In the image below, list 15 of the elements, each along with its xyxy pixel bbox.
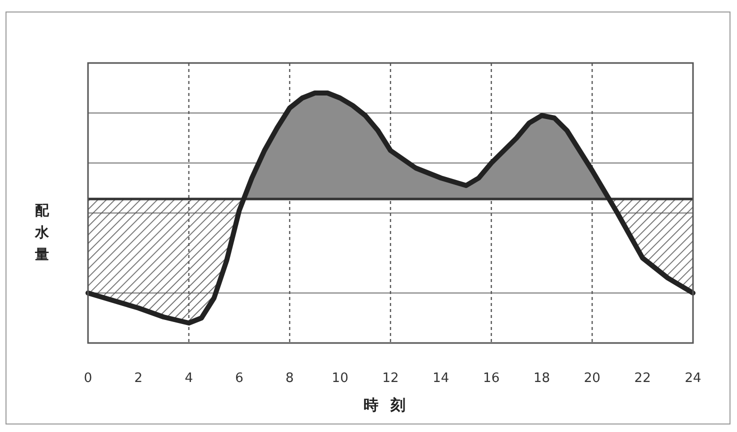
x-tick-label: 6	[235, 371, 244, 386]
x-tick-label: 22	[634, 371, 651, 386]
y-axis-title: 配水量	[34, 203, 50, 263]
x-tick-label: 24	[684, 371, 702, 386]
x-tick-label: 12	[382, 371, 399, 386]
x-tick-label: 14	[432, 371, 450, 386]
x-tick-label: 8	[286, 371, 294, 386]
x-tick-label: 18	[533, 371, 550, 386]
x-tick-label: 2	[134, 371, 143, 386]
x-tick-label: 16	[483, 371, 500, 386]
x-tick-label: 4	[184, 371, 193, 386]
x-tick-label: 20	[584, 371, 600, 386]
x-tick-label: 0	[84, 371, 92, 386]
x-axis-title: 時刻	[364, 396, 418, 414]
x-tick-label: 10	[332, 371, 348, 386]
